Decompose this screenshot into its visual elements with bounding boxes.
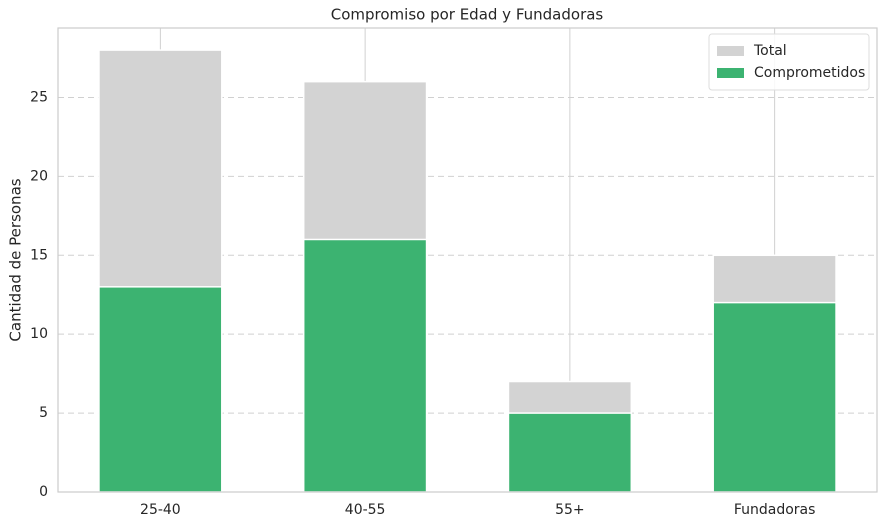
- bar: [712, 301, 837, 493]
- bar: [302, 238, 428, 493]
- y-tick-label: 10: [30, 326, 48, 342]
- y-axis-label: Cantidad de Personas: [7, 178, 25, 341]
- plot-frame: [57, 27, 878, 493]
- legend-box: [708, 33, 870, 91]
- legend-label: Total: [753, 43, 787, 59]
- legend-swatch: [717, 46, 744, 56]
- y-tick-label: 0: [39, 484, 48, 500]
- y-tick-label: 20: [30, 168, 48, 184]
- y-tick-label: 15: [30, 247, 48, 263]
- x-tick-label: 25-40: [140, 502, 181, 518]
- bar: [507, 412, 633, 493]
- legend-label: Comprometidos: [754, 65, 865, 81]
- y-tick-label: 5: [39, 405, 48, 421]
- chart-title: Compromiso por Edad y Fundadoras: [331, 6, 604, 24]
- x-tick-label: 55+: [555, 502, 585, 518]
- legend-swatch: [717, 68, 744, 78]
- y-tick-label: 25: [30, 89, 48, 105]
- x-tick-label: Fundadoras: [734, 502, 816, 518]
- bar: [98, 286, 223, 493]
- x-tick-label: 40-55: [345, 502, 386, 518]
